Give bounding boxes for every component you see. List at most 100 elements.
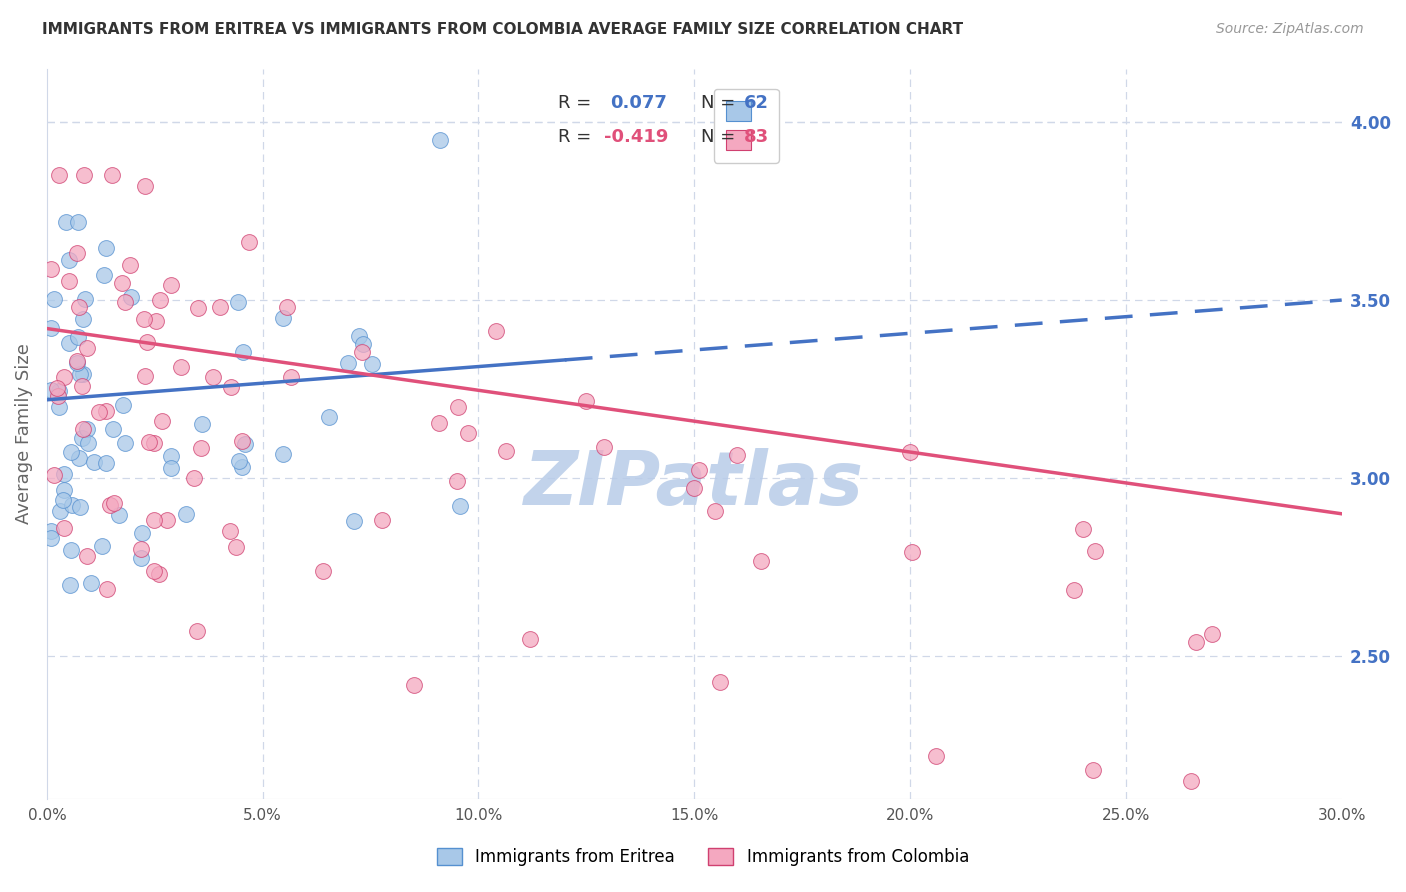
Point <box>60 543 83 558</box>
Point <box>66 356 89 370</box>
Point <box>83 455 105 469</box>
Text: N =: N = <box>700 94 741 112</box>
Point <box>59 444 82 458</box>
Point <box>42 467 65 482</box>
Text: Source: ZipAtlas.com: Source: ZipAtlas.com <box>1216 22 1364 37</box>
Point <box>67 215 90 229</box>
Point <box>352 336 374 351</box>
Legend: , : , <box>714 88 779 162</box>
Point <box>201 370 224 384</box>
Point <box>52 521 75 535</box>
Point <box>219 524 242 538</box>
Point <box>60 499 83 513</box>
Point <box>1083 764 1105 778</box>
Point <box>446 475 468 489</box>
Point <box>76 422 98 436</box>
Point <box>70 431 93 445</box>
Point <box>39 524 62 538</box>
Point <box>94 404 117 418</box>
Text: ZIPatlas: ZIPatlas <box>524 449 865 521</box>
Point <box>52 467 75 481</box>
Point <box>449 499 471 513</box>
Point <box>73 169 96 183</box>
Point <box>46 389 69 403</box>
Point <box>67 300 90 314</box>
Point <box>271 447 294 461</box>
Point <box>69 500 91 515</box>
Point <box>70 379 93 393</box>
Point <box>231 434 253 449</box>
Point <box>39 261 62 276</box>
Point <box>58 253 80 268</box>
Point <box>100 169 122 183</box>
Point <box>280 370 302 384</box>
Point <box>150 414 173 428</box>
Point <box>72 312 94 326</box>
Point <box>53 483 76 497</box>
Text: 0.077: 0.077 <box>610 94 666 112</box>
Point <box>312 564 335 578</box>
Point <box>129 542 152 557</box>
Text: N =: N = <box>700 128 741 146</box>
Point <box>94 456 117 470</box>
Point <box>238 235 260 249</box>
Point <box>156 512 179 526</box>
Point <box>58 336 80 351</box>
Point <box>44 292 66 306</box>
Point <box>46 381 69 395</box>
Point <box>276 301 298 315</box>
Point <box>219 379 242 393</box>
Point <box>183 471 205 485</box>
Point <box>118 258 141 272</box>
Point <box>349 328 371 343</box>
Point <box>103 422 125 436</box>
Point <box>519 632 541 647</box>
Point <box>96 241 118 255</box>
Point <box>75 292 97 306</box>
Point <box>48 384 70 399</box>
Point <box>160 449 183 463</box>
Point <box>107 508 129 522</box>
Point <box>495 444 517 458</box>
Point <box>337 356 360 370</box>
Point <box>49 503 72 517</box>
Point <box>134 369 156 384</box>
Point <box>402 678 425 692</box>
Point <box>69 367 91 381</box>
Point <box>66 246 89 260</box>
Point <box>80 575 103 590</box>
Point <box>129 550 152 565</box>
Point <box>148 567 170 582</box>
Point <box>39 532 62 546</box>
Point <box>39 320 62 334</box>
Point <box>111 277 134 291</box>
Point <box>145 314 167 328</box>
Point <box>76 341 98 355</box>
Point <box>111 398 134 412</box>
Point <box>1201 627 1223 641</box>
Point <box>429 133 451 147</box>
Point <box>170 360 193 375</box>
Point <box>174 508 197 522</box>
Point <box>485 324 508 338</box>
Point <box>575 394 598 409</box>
Point <box>53 370 76 384</box>
Point <box>149 293 172 308</box>
Point <box>709 675 731 690</box>
Point <box>114 295 136 310</box>
Point <box>103 496 125 510</box>
Point <box>361 357 384 371</box>
Point <box>67 329 90 343</box>
Text: -0.419: -0.419 <box>603 128 668 146</box>
Point <box>371 512 394 526</box>
Point <box>232 345 254 359</box>
Point <box>77 436 100 450</box>
Point <box>187 301 209 315</box>
Point <box>457 425 479 440</box>
Point <box>59 578 82 592</box>
Legend: Immigrants from Eritrea, Immigrants from Colombia: Immigrants from Eritrea, Immigrants from… <box>429 840 977 875</box>
Point <box>58 274 80 288</box>
Point <box>55 215 77 229</box>
Point <box>683 481 706 495</box>
Text: 83: 83 <box>744 128 769 146</box>
